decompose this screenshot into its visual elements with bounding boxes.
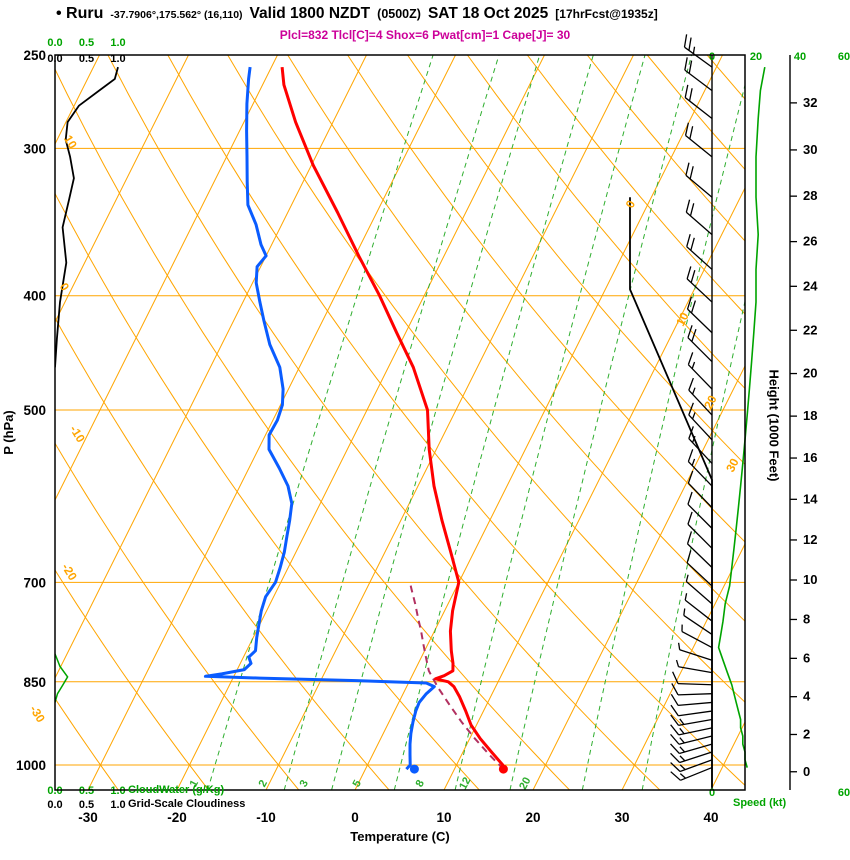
cloudiness-scale-bottom: 0.0 xyxy=(47,799,62,811)
height-tick-label: 20 xyxy=(803,366,817,381)
height-tick-label: 14 xyxy=(803,491,818,506)
mixing-ratio-label: 2 xyxy=(257,778,270,789)
temp-tick-label: 10 xyxy=(436,810,451,825)
height-tick-label: 30 xyxy=(803,142,817,157)
cloudiness-scale-bottom: 0.5 xyxy=(79,799,94,811)
height-tick-label: 28 xyxy=(803,188,817,203)
pressure-tick-label: 400 xyxy=(23,289,46,304)
height-tick-label: 4 xyxy=(803,689,811,704)
dry-adiabat-label: -20 xyxy=(59,561,80,583)
temp-tick-label: -30 xyxy=(78,810,98,825)
height-tick-label: 18 xyxy=(803,408,817,423)
height-tick-label: 10 xyxy=(803,572,817,587)
forecast-info: [17hrFcst@1935z] xyxy=(555,7,658,21)
mixing-ratio-label: 20 xyxy=(517,775,533,791)
height-tick-label: 8 xyxy=(803,611,810,626)
temp-tick-label: 0 xyxy=(351,810,359,825)
temperature-line xyxy=(280,66,505,770)
temp-tick-label: 20 xyxy=(525,810,540,825)
isotherm-label: 20 xyxy=(701,393,720,412)
pressure-tick-label: 300 xyxy=(23,141,46,156)
dewpoint-line xyxy=(203,66,436,771)
cloudiness-legend-label: Grid-Scale Cloudiness xyxy=(128,798,246,810)
surface-dewpoint-dot xyxy=(409,764,419,774)
speed-tick-label: 40 xyxy=(794,51,806,63)
upper-cloud-fraction-line xyxy=(629,197,713,788)
profile-curves xyxy=(55,66,713,788)
isotherm-label: 10 xyxy=(673,310,692,329)
temp-tick-label: -10 xyxy=(256,810,276,825)
height-tick-label: 22 xyxy=(803,322,817,337)
cloudwater-scale-top: 1.0 xyxy=(110,37,125,49)
cloudwater-scale-top: 0.5 xyxy=(79,37,94,49)
cloudiness-scale-bottom: 1.0 xyxy=(110,799,125,811)
dry-adiabat-label: -10 xyxy=(67,423,88,445)
height-tick-label: 16 xyxy=(803,450,817,465)
temp-tick-label: 40 xyxy=(703,810,718,825)
cloudiness-scale-top: 0.5 xyxy=(79,53,94,65)
station-coords: -37.7906°,175.562° (16,110) xyxy=(110,9,243,21)
cloudiness-scale-top: 1.0 xyxy=(110,53,125,65)
mixing-ratio-label: 3 xyxy=(298,778,311,789)
speed-tick-label-bottom: 0 xyxy=(709,787,715,799)
mixing-ratio-label: 8 xyxy=(414,778,427,789)
pressure-tick-label: 700 xyxy=(23,575,46,590)
pressure-axis-label: P (hPa) xyxy=(0,410,16,455)
dry-adiabat-label: -30 xyxy=(27,703,48,725)
temp-tick-label: -20 xyxy=(167,810,187,825)
valid-date: SAT 18 Oct 2025 xyxy=(427,5,549,22)
temp-tick-label: 30 xyxy=(614,810,629,825)
pressure-tick-label: 500 xyxy=(23,403,46,418)
speed-tick-label-bottom: 60 xyxy=(838,787,850,799)
plot-border xyxy=(54,54,746,791)
station-name: • Ruru xyxy=(56,5,104,22)
cloudwater-scale-top: 0.0 xyxy=(47,37,62,49)
pressure-tick-label: 250 xyxy=(23,48,46,63)
height-tick-label: 6 xyxy=(803,650,810,665)
pressure-tick-label: 1000 xyxy=(16,758,46,773)
cloudwater-scale-bottom: 0.0 xyxy=(47,785,62,797)
height-tick-label: 32 xyxy=(803,95,817,110)
cloudwater-profile-line xyxy=(55,653,69,703)
mixing-ratio-label: 1 xyxy=(188,778,201,789)
mixing-ratio-label: 12 xyxy=(457,775,473,791)
height-tick-label: 12 xyxy=(803,532,817,547)
isotherm-label: 30 xyxy=(723,456,742,475)
pressure-tick-label: 850 xyxy=(23,675,46,690)
height-tick-label: 0 xyxy=(803,764,810,779)
speed-tick-label: 0 xyxy=(709,51,715,63)
speed-tick-label: 60 xyxy=(838,51,850,63)
background-grid xyxy=(55,55,745,790)
sounding-indices: Plcl=832 Tlcl[C]=4 Shox=6 Pwat[cm]=1 Cap… xyxy=(279,28,571,42)
height-axis-label: Height (1000 Feet) xyxy=(766,369,782,482)
surface-temp-dot xyxy=(498,764,508,774)
speed-tick-label: 20 xyxy=(750,51,762,63)
temperature-axis-label: Temperature (C) xyxy=(350,829,450,844)
chart-header: • Ruru -37.7906°,175.562° (16,110) Valid… xyxy=(56,5,848,23)
valid-zulu: (0500Z) xyxy=(377,7,421,21)
height-tick-label: 24 xyxy=(803,278,818,293)
valid-time: Valid 1800 NZDT xyxy=(249,5,371,22)
cloudiness-profile-line xyxy=(55,66,119,368)
speed-axis-label: Speed (kt) xyxy=(733,797,787,809)
cloudwater-scale-bottom: 0.5 xyxy=(79,785,94,797)
cloudwater-scale-bottom: 1.0 xyxy=(110,785,125,797)
cloudwater-legend-label: CloudWater (g/Kg) xyxy=(128,784,225,796)
mixing-ratio-label: 5 xyxy=(351,778,364,789)
height-tick-label: 26 xyxy=(803,234,817,249)
wind-speed-profile-line xyxy=(717,66,766,768)
height-tick-label: 2 xyxy=(803,726,810,741)
